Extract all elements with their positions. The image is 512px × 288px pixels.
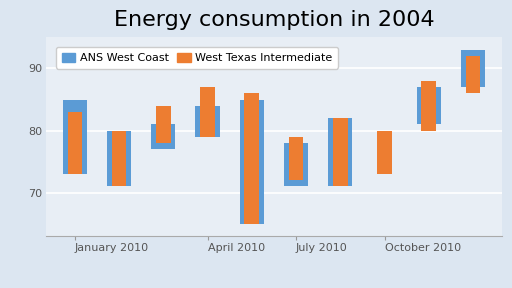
Bar bbox=[240, 100, 264, 224]
Bar bbox=[333, 118, 348, 187]
Bar bbox=[156, 106, 170, 143]
Bar bbox=[461, 50, 485, 87]
Bar bbox=[377, 130, 392, 174]
Bar bbox=[245, 93, 259, 224]
Bar bbox=[107, 130, 131, 187]
Bar bbox=[68, 112, 82, 174]
Bar bbox=[151, 124, 176, 149]
Title: Energy consumption in 2004: Energy consumption in 2004 bbox=[114, 10, 434, 30]
Bar bbox=[62, 100, 87, 174]
Bar bbox=[421, 81, 436, 130]
Bar bbox=[200, 87, 215, 137]
Bar bbox=[284, 143, 308, 187]
Bar bbox=[328, 118, 352, 187]
Bar bbox=[196, 106, 220, 137]
Bar bbox=[466, 56, 480, 93]
Bar bbox=[289, 137, 303, 180]
Bar bbox=[112, 130, 126, 187]
Bar bbox=[417, 87, 441, 124]
Legend: ANS West Coast, West Texas Intermediate: ANS West Coast, West Texas Intermediate bbox=[56, 47, 338, 69]
